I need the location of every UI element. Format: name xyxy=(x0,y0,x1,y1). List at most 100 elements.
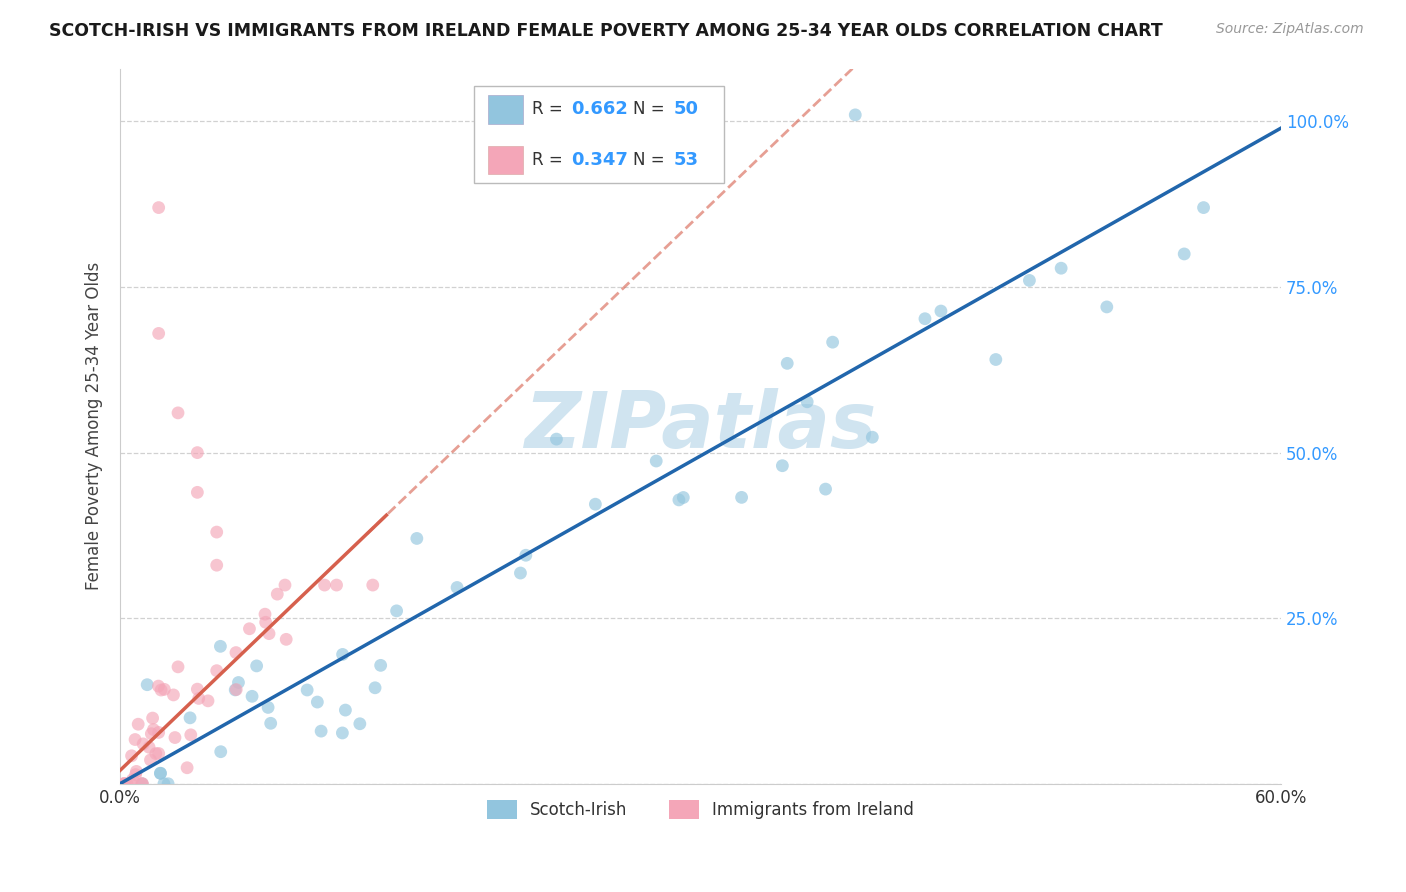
Point xyxy=(246,659,269,673)
Point xyxy=(295,683,318,698)
Point xyxy=(176,761,198,775)
Point xyxy=(148,679,170,693)
Text: Source: ZipAtlas.com: Source: ZipAtlas.com xyxy=(1216,22,1364,37)
Point xyxy=(1050,261,1073,276)
Point xyxy=(131,777,153,791)
Point xyxy=(309,724,332,739)
Point xyxy=(125,764,148,779)
Point xyxy=(179,711,201,725)
Point xyxy=(370,658,392,673)
Point xyxy=(186,445,208,459)
Point xyxy=(515,548,537,562)
Point xyxy=(672,491,695,505)
Point xyxy=(254,615,277,630)
Point xyxy=(124,767,146,781)
Point xyxy=(914,311,936,326)
Point xyxy=(307,695,329,709)
Text: N =: N = xyxy=(633,151,671,169)
Point xyxy=(142,711,165,725)
Point xyxy=(163,731,186,745)
Point xyxy=(821,335,844,350)
Point xyxy=(145,747,167,761)
Point xyxy=(274,578,297,592)
Text: 50: 50 xyxy=(673,100,699,119)
Point xyxy=(148,747,170,761)
Text: ZIPatlas: ZIPatlas xyxy=(524,388,876,464)
Text: 0.662: 0.662 xyxy=(572,100,628,119)
FancyBboxPatch shape xyxy=(474,87,724,183)
Point xyxy=(844,108,866,122)
Point xyxy=(142,723,165,737)
Point xyxy=(814,482,837,496)
Y-axis label: Female Poverty Among 25-34 Year Olds: Female Poverty Among 25-34 Year Olds xyxy=(86,262,103,591)
Point xyxy=(138,740,160,755)
Point xyxy=(257,626,280,640)
Point xyxy=(238,622,260,636)
Point xyxy=(131,777,153,791)
Point xyxy=(240,690,263,704)
Point xyxy=(253,607,276,622)
Point xyxy=(132,737,155,751)
Point xyxy=(1095,300,1118,314)
Point xyxy=(205,558,228,573)
Point xyxy=(167,406,190,420)
Point xyxy=(860,430,883,444)
Point xyxy=(509,566,531,580)
Point xyxy=(225,682,247,697)
Point xyxy=(162,688,184,702)
Point xyxy=(150,683,173,698)
Point xyxy=(209,640,232,654)
Text: SCOTCH-IRISH VS IMMIGRANTS FROM IRELAND FEMALE POVERTY AMONG 25-34 YEAR OLDS COR: SCOTCH-IRISH VS IMMIGRANTS FROM IRELAND … xyxy=(49,22,1163,40)
Point xyxy=(149,766,172,780)
Point xyxy=(224,682,246,697)
Point xyxy=(148,326,170,341)
Point xyxy=(405,532,427,546)
Point xyxy=(225,646,247,660)
Point xyxy=(929,304,952,318)
Point xyxy=(139,753,162,767)
Text: R =: R = xyxy=(531,100,568,119)
Point xyxy=(121,748,143,763)
Point xyxy=(131,777,153,791)
Point xyxy=(385,604,408,618)
Point xyxy=(1173,247,1195,261)
Point xyxy=(180,728,202,742)
Point xyxy=(335,703,357,717)
Point xyxy=(205,664,228,678)
Point xyxy=(314,578,336,592)
Point xyxy=(645,454,668,468)
Point xyxy=(120,777,142,791)
Point xyxy=(157,777,180,791)
Point xyxy=(770,458,793,473)
Text: 53: 53 xyxy=(673,151,699,169)
Point xyxy=(332,648,354,662)
Point xyxy=(730,491,752,505)
Point xyxy=(984,352,1007,367)
Point xyxy=(148,725,170,739)
Point xyxy=(197,694,219,708)
Point xyxy=(776,356,799,370)
Point xyxy=(276,632,298,647)
Point xyxy=(112,777,135,791)
Point xyxy=(349,716,371,731)
Point xyxy=(257,700,280,714)
Point xyxy=(325,578,347,592)
Point xyxy=(167,660,190,674)
Point xyxy=(141,727,163,741)
Point xyxy=(186,485,208,500)
Point xyxy=(112,777,135,791)
Point xyxy=(228,675,250,690)
Text: 0.347: 0.347 xyxy=(572,151,628,169)
Point xyxy=(1018,273,1040,287)
Point xyxy=(148,201,170,215)
Point xyxy=(668,492,690,507)
Text: R =: R = xyxy=(531,151,568,169)
Point xyxy=(332,726,354,740)
Point xyxy=(209,745,232,759)
Text: N =: N = xyxy=(633,100,671,119)
Point xyxy=(186,682,208,697)
Point xyxy=(266,587,288,601)
Point xyxy=(1192,201,1215,215)
Point xyxy=(187,691,209,706)
Point xyxy=(361,578,384,592)
